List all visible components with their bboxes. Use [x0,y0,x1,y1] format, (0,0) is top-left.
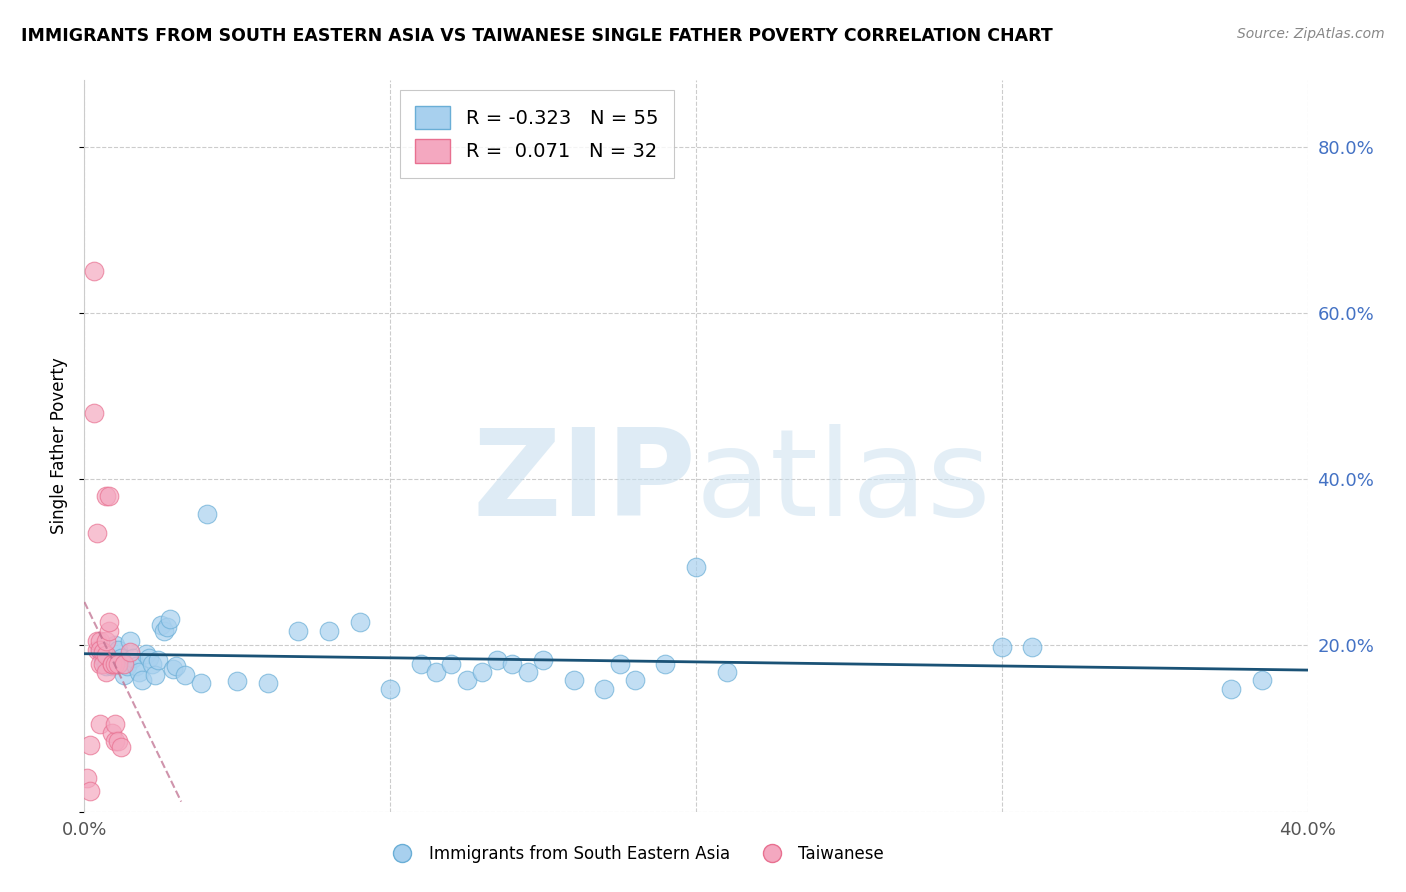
Point [156,620,179,634]
Point [89,657,111,671]
Text: atlas: atlas [696,424,991,541]
Point [122,651,145,665]
Point [107,657,129,671]
Point [380,681,402,696]
Legend: Immigrants from South Eastern Asia, Taiwanese: Immigrants from South Eastern Asia, Taiw… [378,838,891,869]
Text: ZIP: ZIP [472,424,696,541]
Point [79,738,101,752]
Point [609,657,631,671]
Point [195,507,218,521]
Point [91,645,114,659]
Point [531,653,554,667]
Point [409,657,432,671]
Point [110,651,132,665]
Point [94,659,117,673]
Point [112,657,135,671]
Point [89,642,111,657]
Point [153,624,176,638]
Point [89,642,111,657]
Point [162,662,184,676]
Point [349,615,371,630]
Point [141,657,163,671]
Point [101,725,124,739]
Point [94,648,117,663]
Point [149,617,172,632]
Text: IMMIGRANTS FROM SOUTH EASTERN ASIA VS TAIWANESE SINGLE FATHER POVERTY CORRELATIO: IMMIGRANTS FROM SOUTH EASTERN ASIA VS TA… [21,27,1053,45]
Point [1250,673,1272,688]
Point [86,526,108,541]
Point [624,673,647,688]
Point [101,657,124,671]
Point [456,673,478,688]
Point [685,559,707,574]
Point [107,734,129,748]
Point [190,676,212,690]
Point [104,734,127,748]
Point [1021,640,1043,655]
Point [104,639,127,653]
Point [593,681,616,696]
Point [174,667,197,681]
Point [94,489,117,503]
Point [502,657,524,671]
Y-axis label: Single Father Poverty: Single Father Poverty [51,358,69,534]
Point [128,665,150,679]
Point [440,657,463,671]
Point [104,717,127,731]
Point [654,657,676,671]
Point [516,665,538,679]
Point [97,615,120,630]
Point [120,645,142,659]
Point [94,665,117,679]
Point [143,667,166,681]
Point [562,673,585,688]
Point [83,406,105,420]
Text: Source: ZipAtlas.com: Source: ZipAtlas.com [1237,27,1385,41]
Point [226,674,249,689]
Point [97,489,120,503]
Point [165,659,187,673]
Point [86,634,108,648]
Point [97,624,120,638]
Point [318,624,340,638]
Point [112,667,135,681]
Point [135,647,157,661]
Point [76,772,98,786]
Point [86,642,108,657]
Point [101,659,124,673]
Point [125,659,148,673]
Point [79,784,101,798]
Point [94,634,117,648]
Point [110,739,132,754]
Point [97,651,120,665]
Point [287,624,309,638]
Point [471,665,494,679]
Point [425,665,447,679]
Point [104,657,127,671]
Point [91,657,114,671]
Point [1220,681,1243,696]
Point [107,642,129,657]
Point [991,640,1014,655]
Point [138,651,160,665]
Point [101,657,124,671]
Point [120,634,142,648]
Point [89,634,111,648]
Point [83,264,105,278]
Point [716,665,738,679]
Point [146,653,169,667]
Point [115,659,138,673]
Point [131,673,153,688]
Point [89,717,111,731]
Point [91,651,114,665]
Point [486,653,509,667]
Point [257,676,280,690]
Point [159,612,181,626]
